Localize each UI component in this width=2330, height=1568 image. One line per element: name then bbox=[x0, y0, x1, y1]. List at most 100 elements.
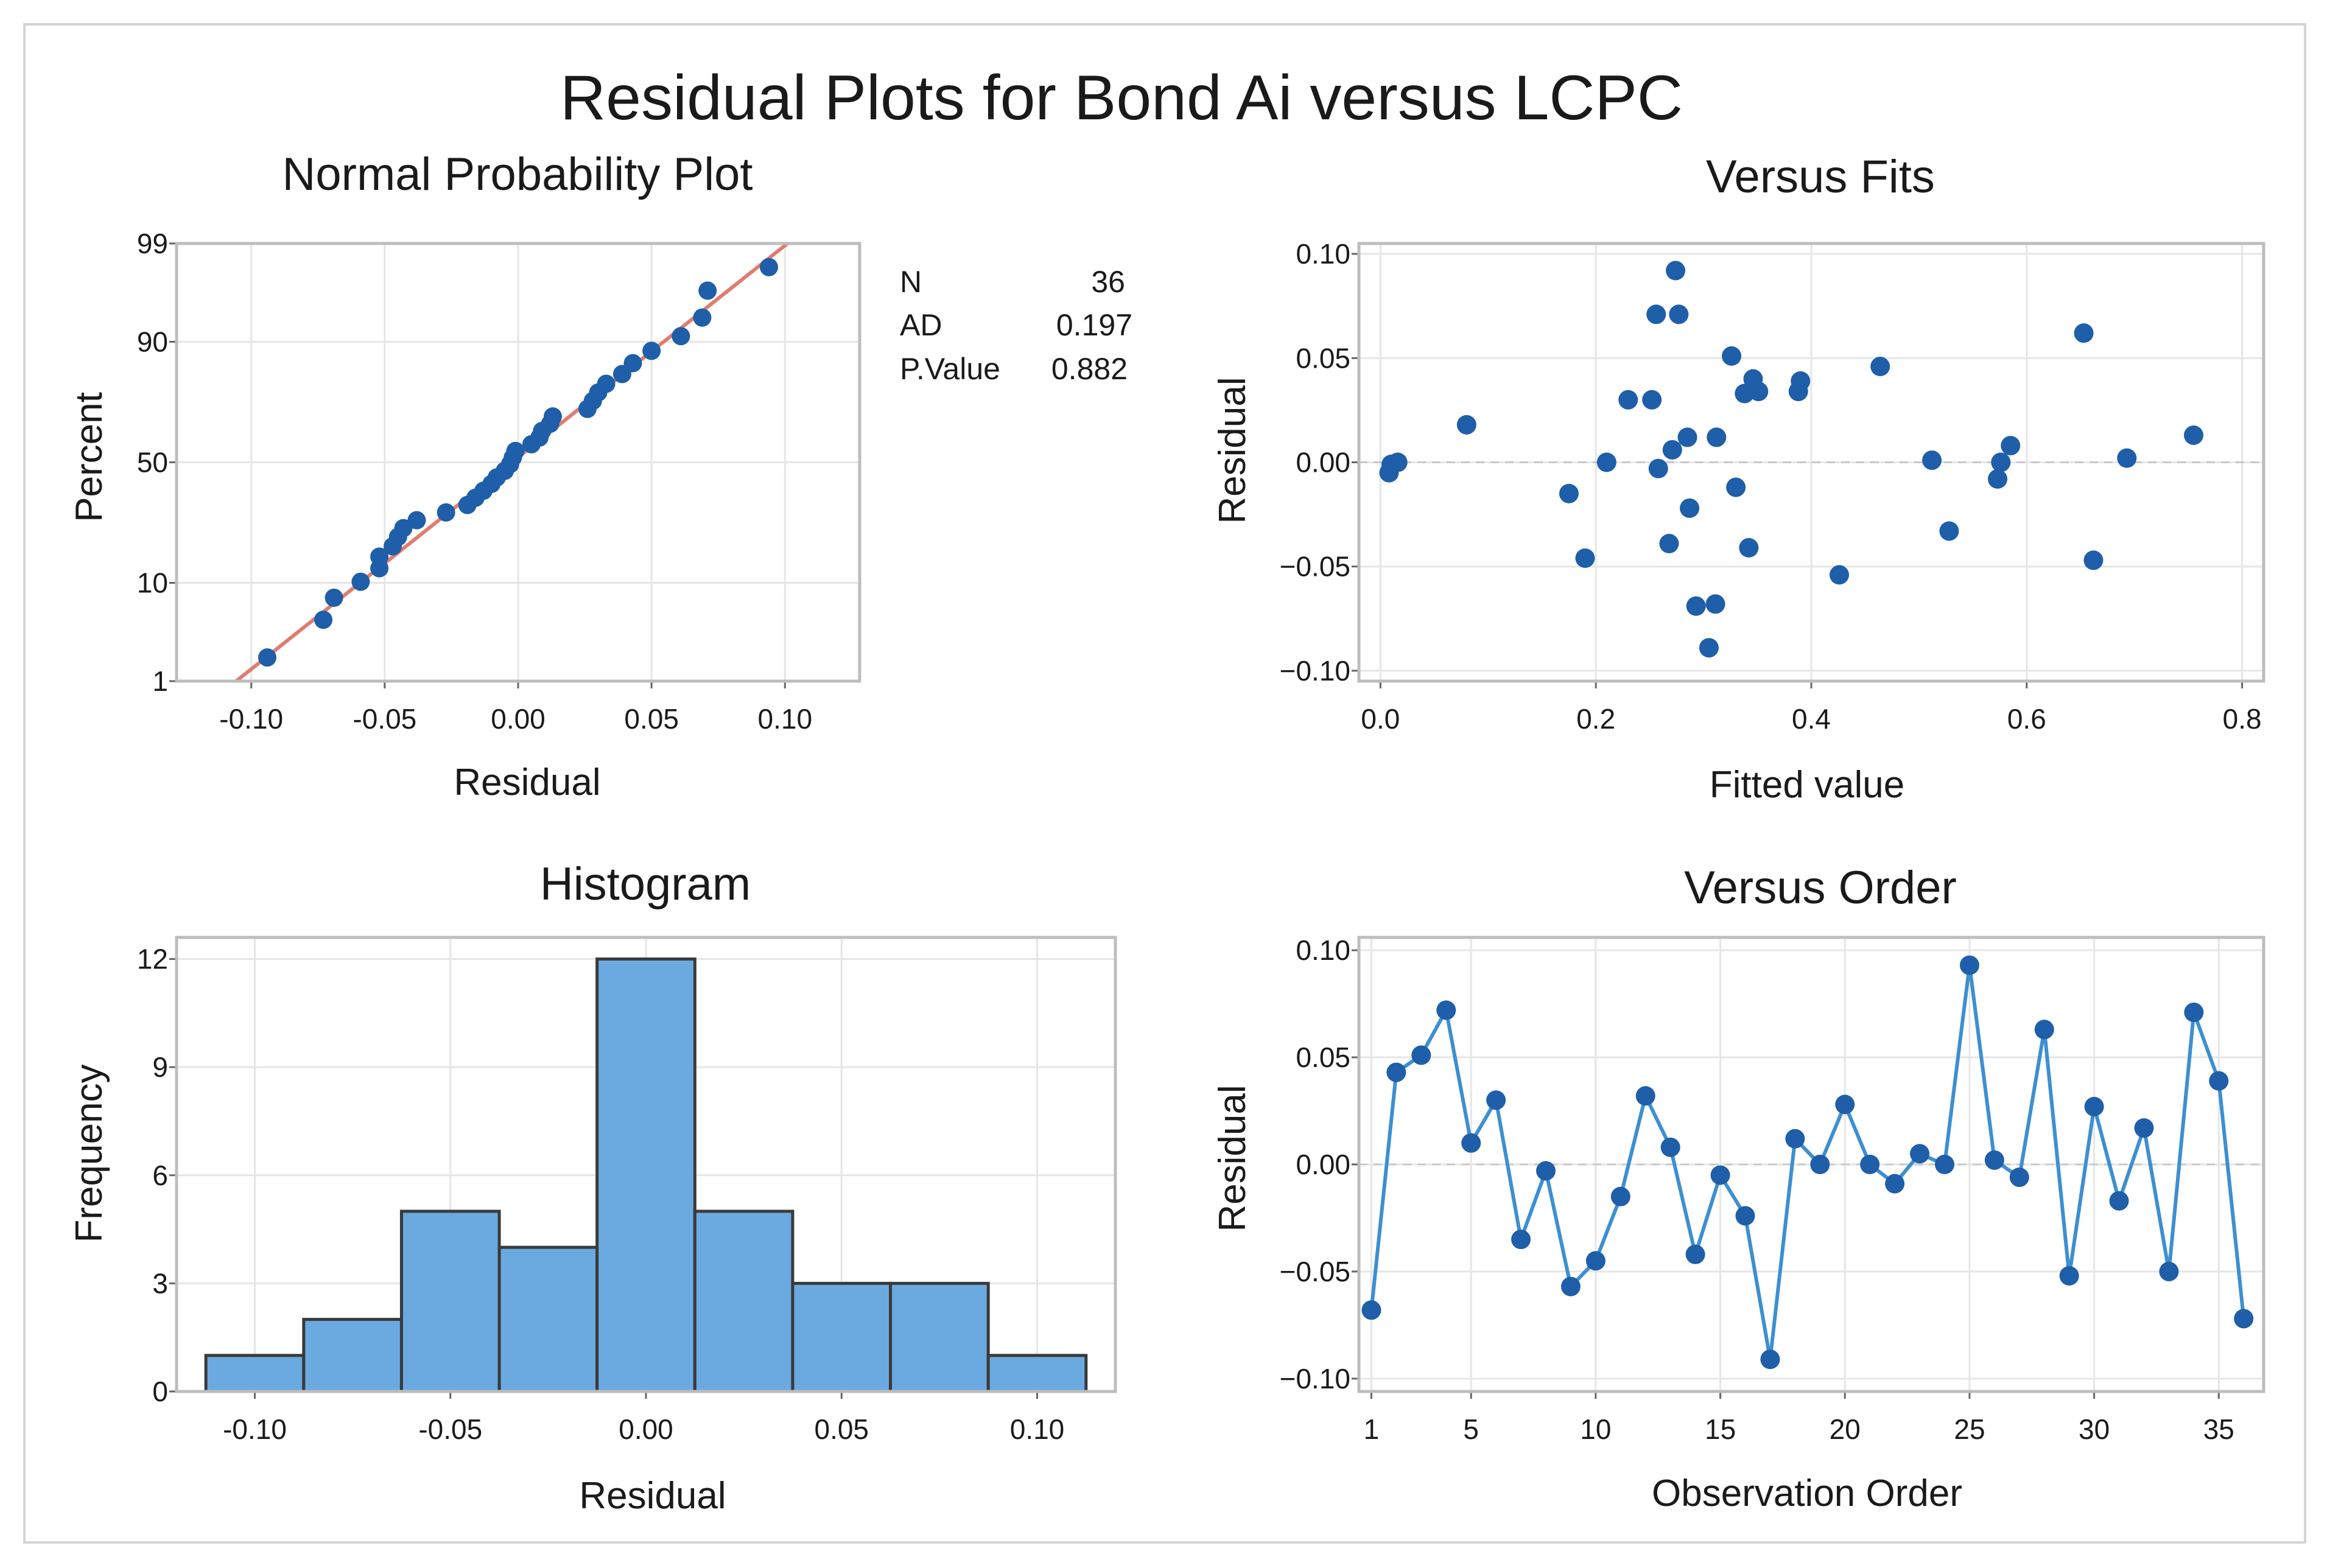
y-tick-label: 0.00 bbox=[1296, 447, 1350, 478]
data-point bbox=[437, 503, 455, 522]
data-point bbox=[1677, 427, 1697, 447]
data-point bbox=[2209, 1071, 2229, 1091]
stats-value-n: 36 bbox=[1091, 265, 1125, 299]
data-point bbox=[1436, 1000, 1456, 1020]
versus-fits-panel: 0.0 0.2 0.4 0.6 0.8 −0.10 −0.05 0.00 0.05 0.10 Ve… bbox=[1212, 151, 2265, 806]
data-point bbox=[1686, 596, 1706, 616]
y-tick-label: 0.10 bbox=[1296, 238, 1350, 270]
data-point bbox=[2109, 1191, 2129, 1211]
stats-value-pvalue: 0.882 bbox=[1051, 352, 1128, 386]
y-tick-label: 0.10 bbox=[1296, 934, 1350, 966]
data-point bbox=[1710, 1165, 1730, 1185]
x-tick-label: 5 bbox=[1463, 1413, 1479, 1445]
data-point bbox=[1922, 450, 1942, 471]
data-point bbox=[1659, 534, 1679, 554]
data-point bbox=[1810, 1155, 1830, 1174]
x-tick-label: 15 bbox=[1705, 1413, 1736, 1445]
data-point bbox=[1699, 638, 1719, 658]
y-tick-label: 50 bbox=[137, 447, 168, 478]
y-tick-label: 10 bbox=[137, 567, 168, 599]
y-tick-label: 6 bbox=[152, 1160, 168, 1191]
data-point bbox=[1705, 594, 1725, 614]
data-point bbox=[2184, 425, 2204, 445]
data-point bbox=[1660, 1137, 1680, 1157]
versus-order-panel: 1 5 10 15 20 25 30 35−0.10−0.050.000.050.10 Ver… bbox=[1212, 862, 2265, 1514]
data-point bbox=[1560, 1276, 1581, 1297]
data-point bbox=[672, 327, 690, 346]
data-point bbox=[2234, 1309, 2254, 1329]
data-point bbox=[1791, 371, 1811, 391]
data-point bbox=[2159, 1261, 2179, 1281]
data-point bbox=[2059, 1265, 2079, 1286]
data-point bbox=[623, 354, 642, 373]
data-point bbox=[1388, 452, 1408, 472]
y-tick-label: 0 bbox=[152, 1376, 168, 1407]
data-point bbox=[1707, 427, 1727, 447]
x-tick-label: -0.05 bbox=[353, 703, 416, 735]
data-point bbox=[597, 374, 616, 393]
data-point bbox=[1669, 304, 1689, 324]
y-tick-label: 1 bbox=[152, 665, 168, 697]
x-tick-label: 35 bbox=[2203, 1413, 2234, 1445]
data-point bbox=[1939, 521, 1959, 541]
histogram-bar bbox=[204, 1354, 306, 1393]
histogram-bar bbox=[693, 1209, 795, 1393]
data-point bbox=[1610, 1186, 1630, 1206]
stats-label-pvalue: P.Value bbox=[900, 352, 1000, 386]
data-point bbox=[1739, 537, 1759, 558]
data-point bbox=[1666, 261, 1686, 281]
stats-label-ad: AD bbox=[900, 308, 942, 342]
x-tick-label: 10 bbox=[1580, 1413, 1611, 1445]
data-point bbox=[394, 519, 413, 537]
fits-plot-xlabel: Fitted value bbox=[1710, 764, 1905, 806]
data-point bbox=[1885, 1174, 1905, 1194]
data-point bbox=[2001, 436, 2021, 456]
data-point bbox=[1735, 1206, 1755, 1226]
data-point bbox=[1618, 390, 1638, 410]
data-point bbox=[1870, 357, 1890, 377]
order-plot-xlabel: Observation Order bbox=[1652, 1472, 1962, 1514]
x-tick-label: 0.10 bbox=[1010, 1413, 1065, 1445]
histogram-bar bbox=[497, 1245, 599, 1393]
x-tick-label: 0.00 bbox=[491, 703, 546, 735]
x-tick-label: -0.10 bbox=[219, 703, 283, 735]
data-point bbox=[1726, 477, 1746, 497]
data-point bbox=[1685, 1244, 1705, 1264]
data-point bbox=[1760, 1349, 1780, 1370]
x-tick-label: 0.8 bbox=[2223, 703, 2262, 735]
stats-value-ad: 0.197 bbox=[1056, 308, 1132, 342]
y-tick-label: 90 bbox=[137, 326, 168, 357]
data-point bbox=[1860, 1155, 1880, 1174]
normal-plot-title: Normal Probability Plot bbox=[282, 149, 753, 200]
y-tick-label: 12 bbox=[137, 943, 168, 975]
data-point bbox=[1749, 382, 1769, 402]
x-tick-label: 0.6 bbox=[2007, 703, 2046, 735]
data-point bbox=[1575, 548, 1595, 568]
histogram-bar bbox=[986, 1354, 1088, 1393]
y-tick-label: 99 bbox=[137, 228, 168, 259]
y-tick-label: −0.05 bbox=[1280, 1256, 1350, 1287]
x-tick-label: 0.05 bbox=[814, 1413, 869, 1445]
plot-border bbox=[1357, 242, 2265, 683]
normal-plot-xlabel: Residual bbox=[454, 761, 600, 803]
order-plot-title: Versus Order bbox=[1684, 862, 1957, 914]
data-point bbox=[1596, 452, 1616, 472]
versus-order-plot: 1 5 10 15 20 25 30 35−0.10−0.050.000.050.10 bbox=[1280, 934, 2265, 1445]
plot-border bbox=[1357, 936, 2265, 1393]
data-point bbox=[407, 511, 426, 530]
data-point bbox=[2134, 1118, 2154, 1138]
data-point bbox=[258, 648, 277, 667]
histogram-ylabel: Frequency bbox=[68, 1065, 110, 1243]
data-point bbox=[1456, 415, 1476, 435]
data-point bbox=[2084, 1096, 2104, 1116]
data-point bbox=[1648, 458, 1668, 478]
y-tick-label: 9 bbox=[152, 1051, 168, 1083]
data-point bbox=[642, 341, 661, 360]
data-point bbox=[1662, 439, 1682, 460]
data-point bbox=[314, 611, 333, 629]
data-point bbox=[759, 257, 778, 276]
y-tick-label: 0.05 bbox=[1296, 342, 1350, 374]
figure-frame bbox=[23, 23, 2306, 1544]
histogram-bar bbox=[302, 1318, 403, 1393]
